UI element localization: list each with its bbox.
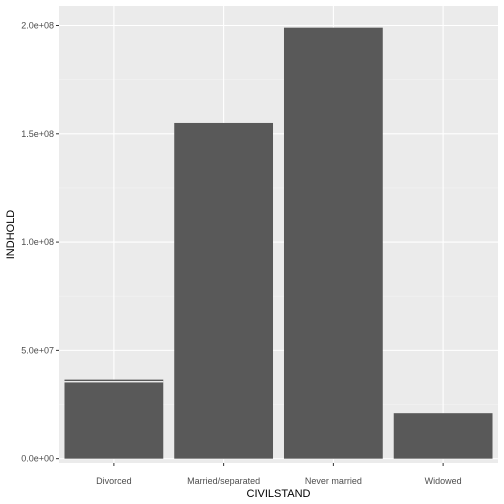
x-axis-title: CIVILSTAND — [247, 488, 311, 500]
bar-segment — [64, 379, 164, 382]
x-tick-label: Divorced — [96, 476, 132, 486]
x-tick-label: Never married — [305, 476, 362, 486]
y-tick-label: 1.0e+08 — [21, 237, 54, 247]
y-tick-label: 5.0e+07 — [21, 345, 54, 355]
y-tick-label: 1.5e+08 — [21, 129, 54, 139]
bar-segment — [64, 381, 164, 459]
x-axis-ticks: Divorced Married/separated Never married Wi… — [96, 463, 462, 486]
y-tick-label: 2.0e+08 — [21, 20, 54, 30]
bar-segment — [393, 413, 493, 459]
y-tick-label: 0.0e+00 — [21, 454, 54, 464]
y-axis-title: INDHOLD — [5, 210, 17, 260]
x-tick-label: Widowed — [425, 476, 462, 486]
bars — [64, 27, 493, 459]
bar-segment — [283, 27, 383, 459]
bar-segment — [174, 122, 274, 459]
y-axis-ticks: 0.0e+00 5.0e+07 1.0e+08 1.5e+08 2.0e+08 — [21, 20, 59, 464]
x-tick-label: Married/separated — [187, 476, 260, 486]
